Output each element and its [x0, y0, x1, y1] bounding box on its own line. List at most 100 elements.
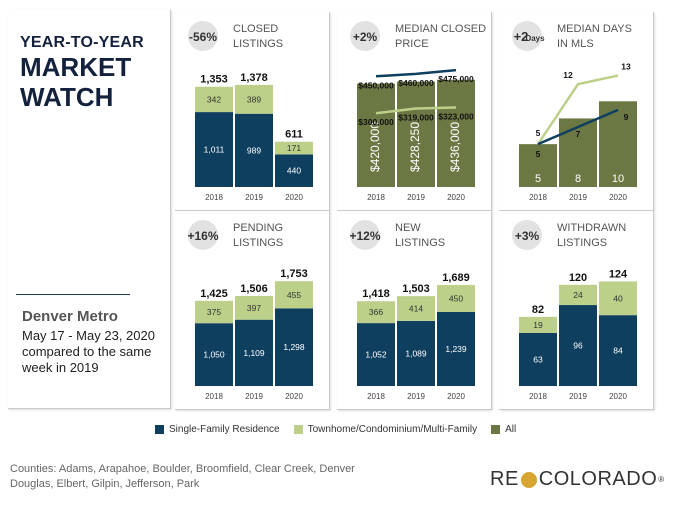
badge-circle — [512, 21, 542, 51]
withdrawn-listings-chart: +3% WITHDRAWN LISTINGS 2018 2019 2020 63 19 82 96… — [512, 220, 637, 401]
x-tick-label: 2020 — [285, 392, 303, 401]
bar-all — [437, 79, 475, 187]
bar-label-sfr: 1,052 — [365, 350, 387, 360]
badge-text: -56% — [189, 30, 217, 44]
bar-label-sfr: 1,050 — [203, 350, 225, 360]
bar-label-all: 5 — [535, 173, 541, 185]
x-tick-label: 2019 — [407, 392, 425, 401]
title-line-2: MARKET — [20, 52, 132, 82]
bar-label-total: 1,353 — [200, 74, 228, 86]
bar-all — [559, 118, 597, 187]
header-panel — [8, 10, 171, 409]
chart-title-line: PENDING — [233, 222, 283, 234]
bar-label-total: 1,506 — [240, 283, 268, 295]
badge-text: +3% — [515, 229, 540, 243]
chart-title-line: LISTINGS — [557, 237, 607, 249]
bar-label-sfr: 63 — [533, 354, 543, 364]
bar-label-sfr: 1,011 — [204, 145, 225, 155]
legend-item-sfr: Single-Family Residence — [155, 424, 280, 435]
x-tick-label: 2020 — [447, 193, 465, 202]
bar-label-sfr: 1,089 — [405, 348, 427, 358]
chart-title-line: PRICE — [395, 38, 429, 50]
bar-label-sfr: 96 — [573, 341, 583, 351]
chart-title-line: LISTINGS — [233, 38, 283, 50]
badge-circle — [350, 220, 380, 250]
page-title: YEAR-TO-YEAR MARKET WATCH — [20, 34, 144, 112]
bar-label-total: 124 — [609, 268, 628, 280]
legend-item-all: All — [491, 424, 516, 435]
legend-item-townhome: Townhome/Condominium/Multi-Family — [293, 424, 478, 435]
bar-label-total: 1,503 — [402, 283, 430, 295]
bar-label-sfr: 989 — [247, 145, 261, 155]
chart-title-line: IN MLS — [557, 38, 594, 50]
badge-circle — [188, 220, 218, 250]
bar-sfr — [235, 319, 273, 386]
badge-text: +2 — [514, 29, 529, 44]
bar-sfr — [559, 305, 597, 386]
bar-label-townhome: 19 — [533, 320, 543, 330]
badge-circle — [188, 21, 218, 51]
chart-title-line: CLOSED — [233, 23, 278, 35]
logo-text-1: RE — [490, 468, 519, 490]
bar-label-sfr: 1,239 — [445, 344, 467, 354]
bar-label-total: 1,418 — [362, 288, 390, 300]
bar-sfr — [357, 323, 395, 386]
bar-sfr — [519, 332, 557, 386]
x-tick-label: 2018 — [205, 193, 223, 202]
bar-label-townhome: 375 — [207, 307, 221, 317]
bar-all — [357, 83, 395, 187]
bar-townhome — [275, 141, 313, 155]
x-tick-label: 2018 — [529, 392, 547, 401]
bar-townhome — [437, 285, 475, 312]
legend-label: Single-Family Residence — [169, 424, 280, 435]
badge-text: +2% — [353, 30, 378, 44]
x-tick-label: 2020 — [609, 193, 627, 202]
bar-label-townhome: 366 — [369, 307, 383, 317]
bar-sfr — [235, 113, 273, 187]
bar-label-total: 1,425 — [200, 288, 228, 300]
x-tick-label: 2019 — [407, 193, 425, 202]
point-label-townhome: 12 — [563, 70, 573, 80]
bar-sfr — [599, 315, 637, 386]
title-line-1: YEAR-TO-YEAR — [20, 34, 144, 51]
bar-townhome — [195, 86, 233, 113]
bar-label-sfr: 1,109 — [243, 348, 265, 358]
bar-townhome — [397, 296, 435, 321]
divider — [16, 294, 130, 295]
closed-listings-panel: -56% CLOSED LISTINGS 2018 2019 2020 1,011 342 1,… — [175, 12, 330, 211]
point-label-sfr: $450,000 — [358, 80, 394, 90]
bar-label-sfr: 440 — [287, 166, 301, 176]
point-label-townhome: $319,000 — [398, 113, 434, 123]
pending-listings-panel: +16% PENDING LISTINGS 2018 2019 2020 1,050 375 1… — [175, 211, 330, 410]
date-range: May 17 - May 23, 2020 compared to the sa… — [22, 328, 155, 375]
point-label-sfr: 7 — [576, 129, 581, 139]
legend-label: Townhome/Condominium/Multi-Family — [307, 424, 478, 435]
chart-title-line: LISTINGS — [233, 237, 283, 249]
x-tick-label: 2018 — [205, 392, 223, 401]
badge-circle — [350, 21, 380, 51]
median-price-panel: +2% MEDIAN CLOSED PRICE 2018 2019 2020 $420,00… — [337, 12, 492, 211]
bar-all — [397, 81, 435, 187]
bar-townhome — [235, 84, 273, 114]
bar-label-total: 120 — [569, 272, 587, 284]
x-tick-label: 2018 — [367, 392, 385, 401]
withdrawn-listings-panel: +3% WITHDRAWN LISTINGS 2018 2019 2020 63 19 82 96… — [499, 211, 654, 410]
legend-label: All — [505, 424, 517, 435]
logo-registered: ® — [658, 475, 665, 484]
point-label-townhome: $300,000 — [358, 117, 394, 127]
bar-all — [519, 144, 557, 187]
bar-label-sfr: 84 — [613, 346, 623, 356]
x-tick-label: 2020 — [609, 392, 627, 401]
median-price-chart: +2% MEDIAN CLOSED PRICE 2018 2019 2020 $420,00… — [350, 21, 486, 202]
bar-label-townhome: 397 — [247, 303, 261, 313]
x-tick-label: 2020 — [285, 193, 303, 202]
bar-townhome — [519, 316, 557, 333]
pending-listings-chart: +16% PENDING LISTINGS 2018 2019 2020 1,050 375 1… — [187, 220, 313, 401]
closed-listings-chart: -56% CLOSED LISTINGS 2018 2019 2020 1,011 342 1,… — [188, 21, 313, 202]
logo-text-2: COLORADO — [538, 468, 658, 490]
point-label-sfr: 9 — [624, 112, 629, 122]
new-listings-panel: +12% NEW LISTINGS 2018 2019 2020 1,052 366 1,418… — [337, 211, 492, 410]
point-label-sfr: $460,000 — [398, 78, 434, 88]
bar-label-all: $428,250 — [408, 122, 422, 172]
line-townhome — [536, 74, 619, 145]
